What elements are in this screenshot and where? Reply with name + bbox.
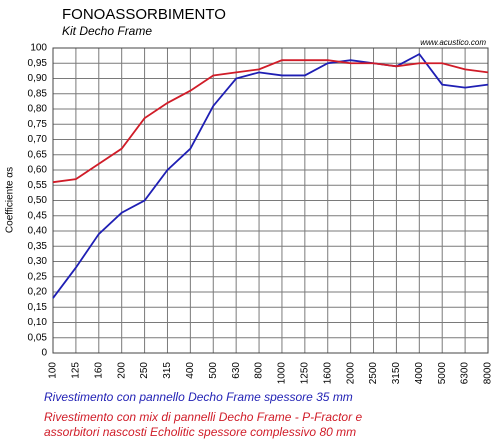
chart-title: FONOASSORBIMENTO bbox=[62, 6, 226, 23]
plot-frame bbox=[52, 47, 489, 354]
series-line bbox=[52, 52, 489, 299]
x-tick-label: 5000 bbox=[437, 362, 448, 385]
y-tick-label: 0,95 bbox=[28, 58, 48, 69]
y-tick-label: 0,85 bbox=[28, 88, 48, 99]
y-tick-label: 0,75 bbox=[28, 119, 48, 130]
x-tick-label: 3150 bbox=[391, 362, 402, 385]
y-tick-label: 0,20 bbox=[28, 287, 48, 298]
x-tick-label: 2000 bbox=[345, 362, 356, 385]
x-tick-label: 400 bbox=[185, 362, 196, 379]
y-tick-label: 0,15 bbox=[28, 302, 48, 313]
legend-red: Rivestimento con mix di pannelli Decho F… bbox=[44, 410, 363, 439]
x-tick-label: 315 bbox=[162, 362, 173, 379]
y-tick-label: 0,25 bbox=[28, 271, 48, 282]
y-tick-label: 0,05 bbox=[28, 332, 48, 343]
x-tick-label: 160 bbox=[93, 362, 104, 379]
x-tick-label: 100 bbox=[48, 362, 59, 379]
x-tick-label: 800 bbox=[254, 362, 265, 379]
x-tick-label: 250 bbox=[139, 362, 150, 379]
y-tick-label: 0,70 bbox=[28, 134, 48, 145]
x-tick-label: 1250 bbox=[299, 362, 310, 385]
y-tick-label: 0,10 bbox=[28, 317, 48, 328]
x-tick-label: 500 bbox=[208, 362, 219, 379]
y-tick-label: 0,35 bbox=[28, 241, 48, 252]
y-tick-label: 0,90 bbox=[28, 73, 48, 84]
x-tick-label: 1600 bbox=[322, 362, 333, 385]
legend-blue: Rivestimento con pannello Decho Frame sp… bbox=[44, 390, 353, 404]
series-line bbox=[52, 59, 489, 184]
y-tick-label: 0,60 bbox=[28, 165, 48, 176]
y-tick-label: 100 bbox=[30, 43, 47, 54]
y-tick-label: 0,50 bbox=[28, 195, 48, 206]
y-tick-label: 0,45 bbox=[28, 210, 48, 221]
y-tick-label: 0 bbox=[41, 348, 47, 359]
y-tick-label: 0,30 bbox=[28, 256, 48, 267]
x-tick-label: 2500 bbox=[368, 362, 379, 385]
chart-subtitle: Kit Decho Frame bbox=[62, 24, 152, 38]
source: www.acustico.com bbox=[420, 38, 486, 47]
x-tick-label: 200 bbox=[116, 362, 127, 379]
y-tick-label: 0,40 bbox=[28, 226, 48, 237]
y-axis-label: Coefficiente αs bbox=[5, 167, 16, 233]
x-tick-label: 6300 bbox=[460, 362, 471, 385]
x-tick-label: 8000 bbox=[483, 362, 494, 385]
x-tick-label: 1000 bbox=[277, 362, 288, 385]
y-tick-label: 0,55 bbox=[28, 180, 48, 191]
y-tick-label: 0,80 bbox=[28, 104, 48, 115]
x-tick-label: 125 bbox=[71, 362, 82, 379]
y-tick-label: 0,65 bbox=[28, 149, 48, 160]
x-tick-label: 4000 bbox=[414, 362, 425, 385]
x-tick-label: 630 bbox=[231, 362, 242, 379]
